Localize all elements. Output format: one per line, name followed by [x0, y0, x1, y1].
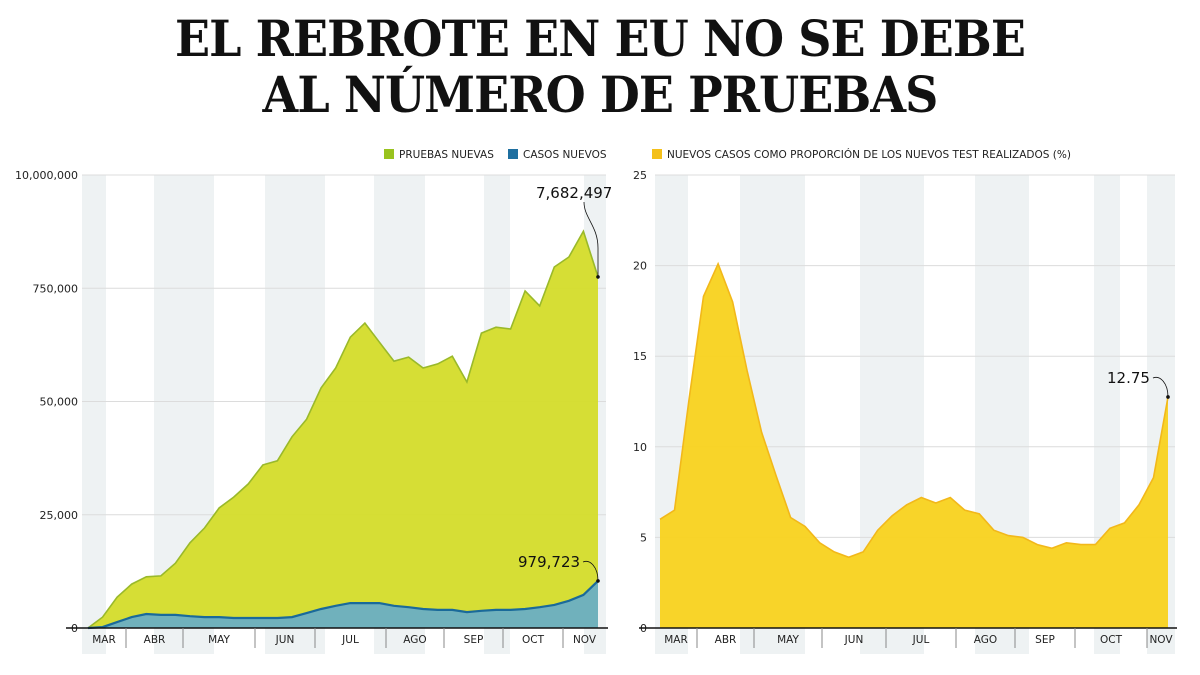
y-tick-label: 25 — [633, 169, 647, 182]
legend-label: PRUEBAS NUEVAS — [399, 149, 494, 161]
y-tick-label: 10 — [633, 441, 647, 454]
y-tick-label: 25,000 — [40, 509, 79, 522]
annotation-dot — [596, 579, 600, 583]
y-tick-label: 10,000,000 — [15, 169, 78, 182]
x-tick-label: ABR — [144, 634, 166, 646]
annotation-dot — [1166, 395, 1170, 399]
x-tick-label: JUN — [275, 634, 295, 646]
legend-swatch — [508, 149, 518, 159]
series-area-0 — [88, 231, 598, 628]
x-tick-label: SEP — [1035, 634, 1055, 646]
annotation-label: 12.75 — [1107, 369, 1150, 387]
annotation-label: 979,723 — [518, 553, 580, 571]
x-tick-label: MAR — [92, 634, 116, 646]
annotation-leader — [1152, 376, 1169, 397]
x-tick-label: AGO — [974, 634, 997, 646]
series-area-0 — [660, 263, 1168, 628]
x-tick-label: OCT — [1100, 634, 1123, 646]
legend-swatch — [384, 149, 394, 159]
x-tick-label: JUN — [844, 634, 864, 646]
series-line-0 — [87, 229, 599, 629]
x-tick-label: ABR — [715, 634, 737, 646]
x-tick-label: SEP — [464, 634, 484, 646]
x-tick-label: JUL — [341, 634, 359, 646]
legend-label: NUEVOS CASOS COMO PROPORCIÓN DE LOS NUEV… — [667, 148, 1071, 161]
x-tick-label: JUL — [912, 634, 930, 646]
annotation-label: 7,682,497 — [536, 184, 612, 202]
month-band — [82, 175, 106, 654]
page-title-line2: AL NÚMERO DE PRUEBAS — [262, 65, 939, 124]
x-tick-label: NOV — [1149, 634, 1173, 646]
x-tick-label: MAY — [208, 634, 230, 646]
series-line-0 — [659, 261, 1169, 559]
x-tick-label: AGO — [403, 634, 426, 646]
y-tick-label: 750,000 — [33, 282, 79, 295]
page-title-line1: EL REBROTE EN EU NO SE DEBE — [175, 9, 1026, 68]
y-tick-label: 20 — [633, 260, 647, 273]
chart-proporcion: 0510152025NUEVOS CASOS COMO PROPORCIÓN D… — [633, 148, 1177, 654]
y-tick-label: 15 — [633, 350, 647, 363]
y-tick-label: 5 — [640, 531, 647, 544]
series-line-1 — [87, 580, 599, 630]
x-tick-label: OCT — [522, 634, 545, 646]
legend-swatch — [652, 149, 662, 159]
annotation-leader — [583, 201, 599, 277]
x-tick-label: MAY — [777, 634, 799, 646]
legend-label: CASOS NUEVOS — [523, 149, 607, 161]
annotation-leader — [582, 560, 599, 581]
annotation-dot — [596, 275, 600, 279]
x-tick-label: NOV — [573, 634, 597, 646]
y-tick-label: 50,000 — [40, 396, 79, 409]
x-tick-label: MAR — [664, 634, 688, 646]
